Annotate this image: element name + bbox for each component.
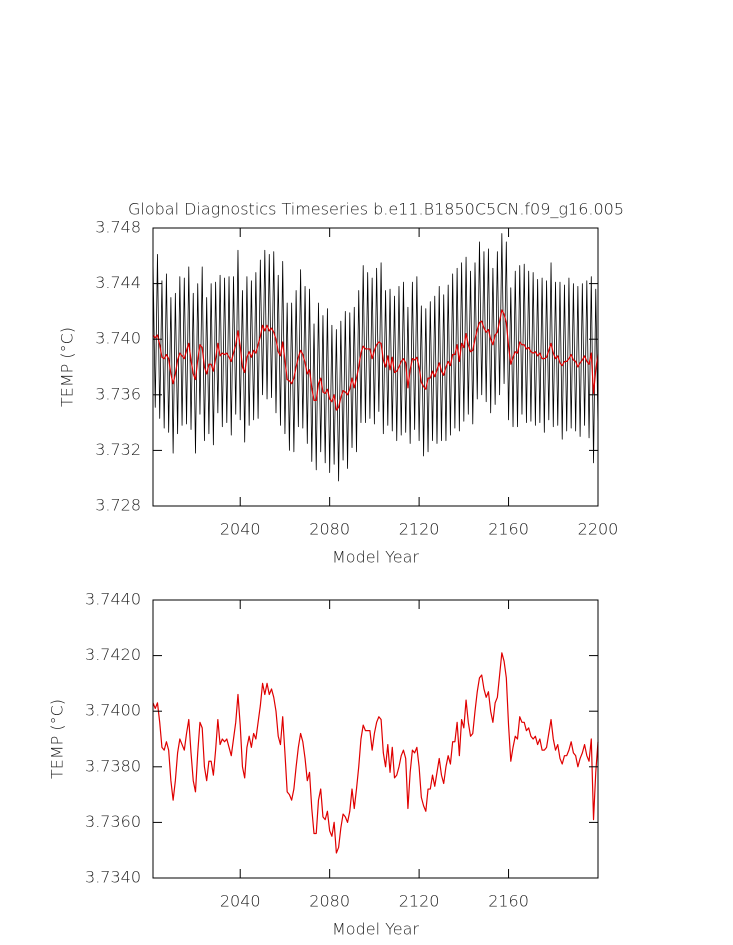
y-tick-label: 3.7400 <box>85 701 141 720</box>
x-tick-label: 2040 <box>220 892 261 911</box>
x-tick-label: 2160 <box>488 892 529 911</box>
y-axis-label: TEMP (°C) <box>48 699 67 779</box>
series-line <box>152 309 599 411</box>
y-tick-label: 3.7360 <box>85 812 141 831</box>
chart-title: Global Diagnostics Timeseries b.e11.B185… <box>128 200 624 219</box>
y-tick-label: 3.740 <box>95 329 141 348</box>
y-tick-label: 3.728 <box>95 496 141 515</box>
y-axis-label: TEMP (°C) <box>58 327 77 407</box>
y-tick-label: 3.732 <box>95 440 141 459</box>
x-tick-label: 2120 <box>399 892 440 911</box>
series-line <box>152 652 599 854</box>
series-line <box>152 233 599 482</box>
x-tick-label: 2200 <box>578 520 619 539</box>
x-tick-label: 2160 <box>488 520 529 539</box>
x-axis-label: Model Year <box>332 920 419 939</box>
x-tick-label: 2120 <box>399 520 440 539</box>
y-tick-label: 3.7340 <box>85 868 141 887</box>
x-tick-label: 2080 <box>309 892 350 911</box>
x-axis-label: Model Year <box>332 548 419 567</box>
x-tick-label: 2040 <box>220 520 261 539</box>
plot-frame <box>152 599 599 879</box>
x-tick-label: 2080 <box>309 520 350 539</box>
y-tick-label: 3.744 <box>95 273 141 292</box>
plot-frame <box>152 227 599 507</box>
y-tick-label: 3.7420 <box>85 645 141 664</box>
y-tick-label: 3.736 <box>95 384 141 403</box>
y-tick-label: 3.7440 <box>85 590 141 609</box>
y-tick-label: 3.748 <box>95 218 141 237</box>
y-tick-label: 3.7380 <box>85 756 141 775</box>
